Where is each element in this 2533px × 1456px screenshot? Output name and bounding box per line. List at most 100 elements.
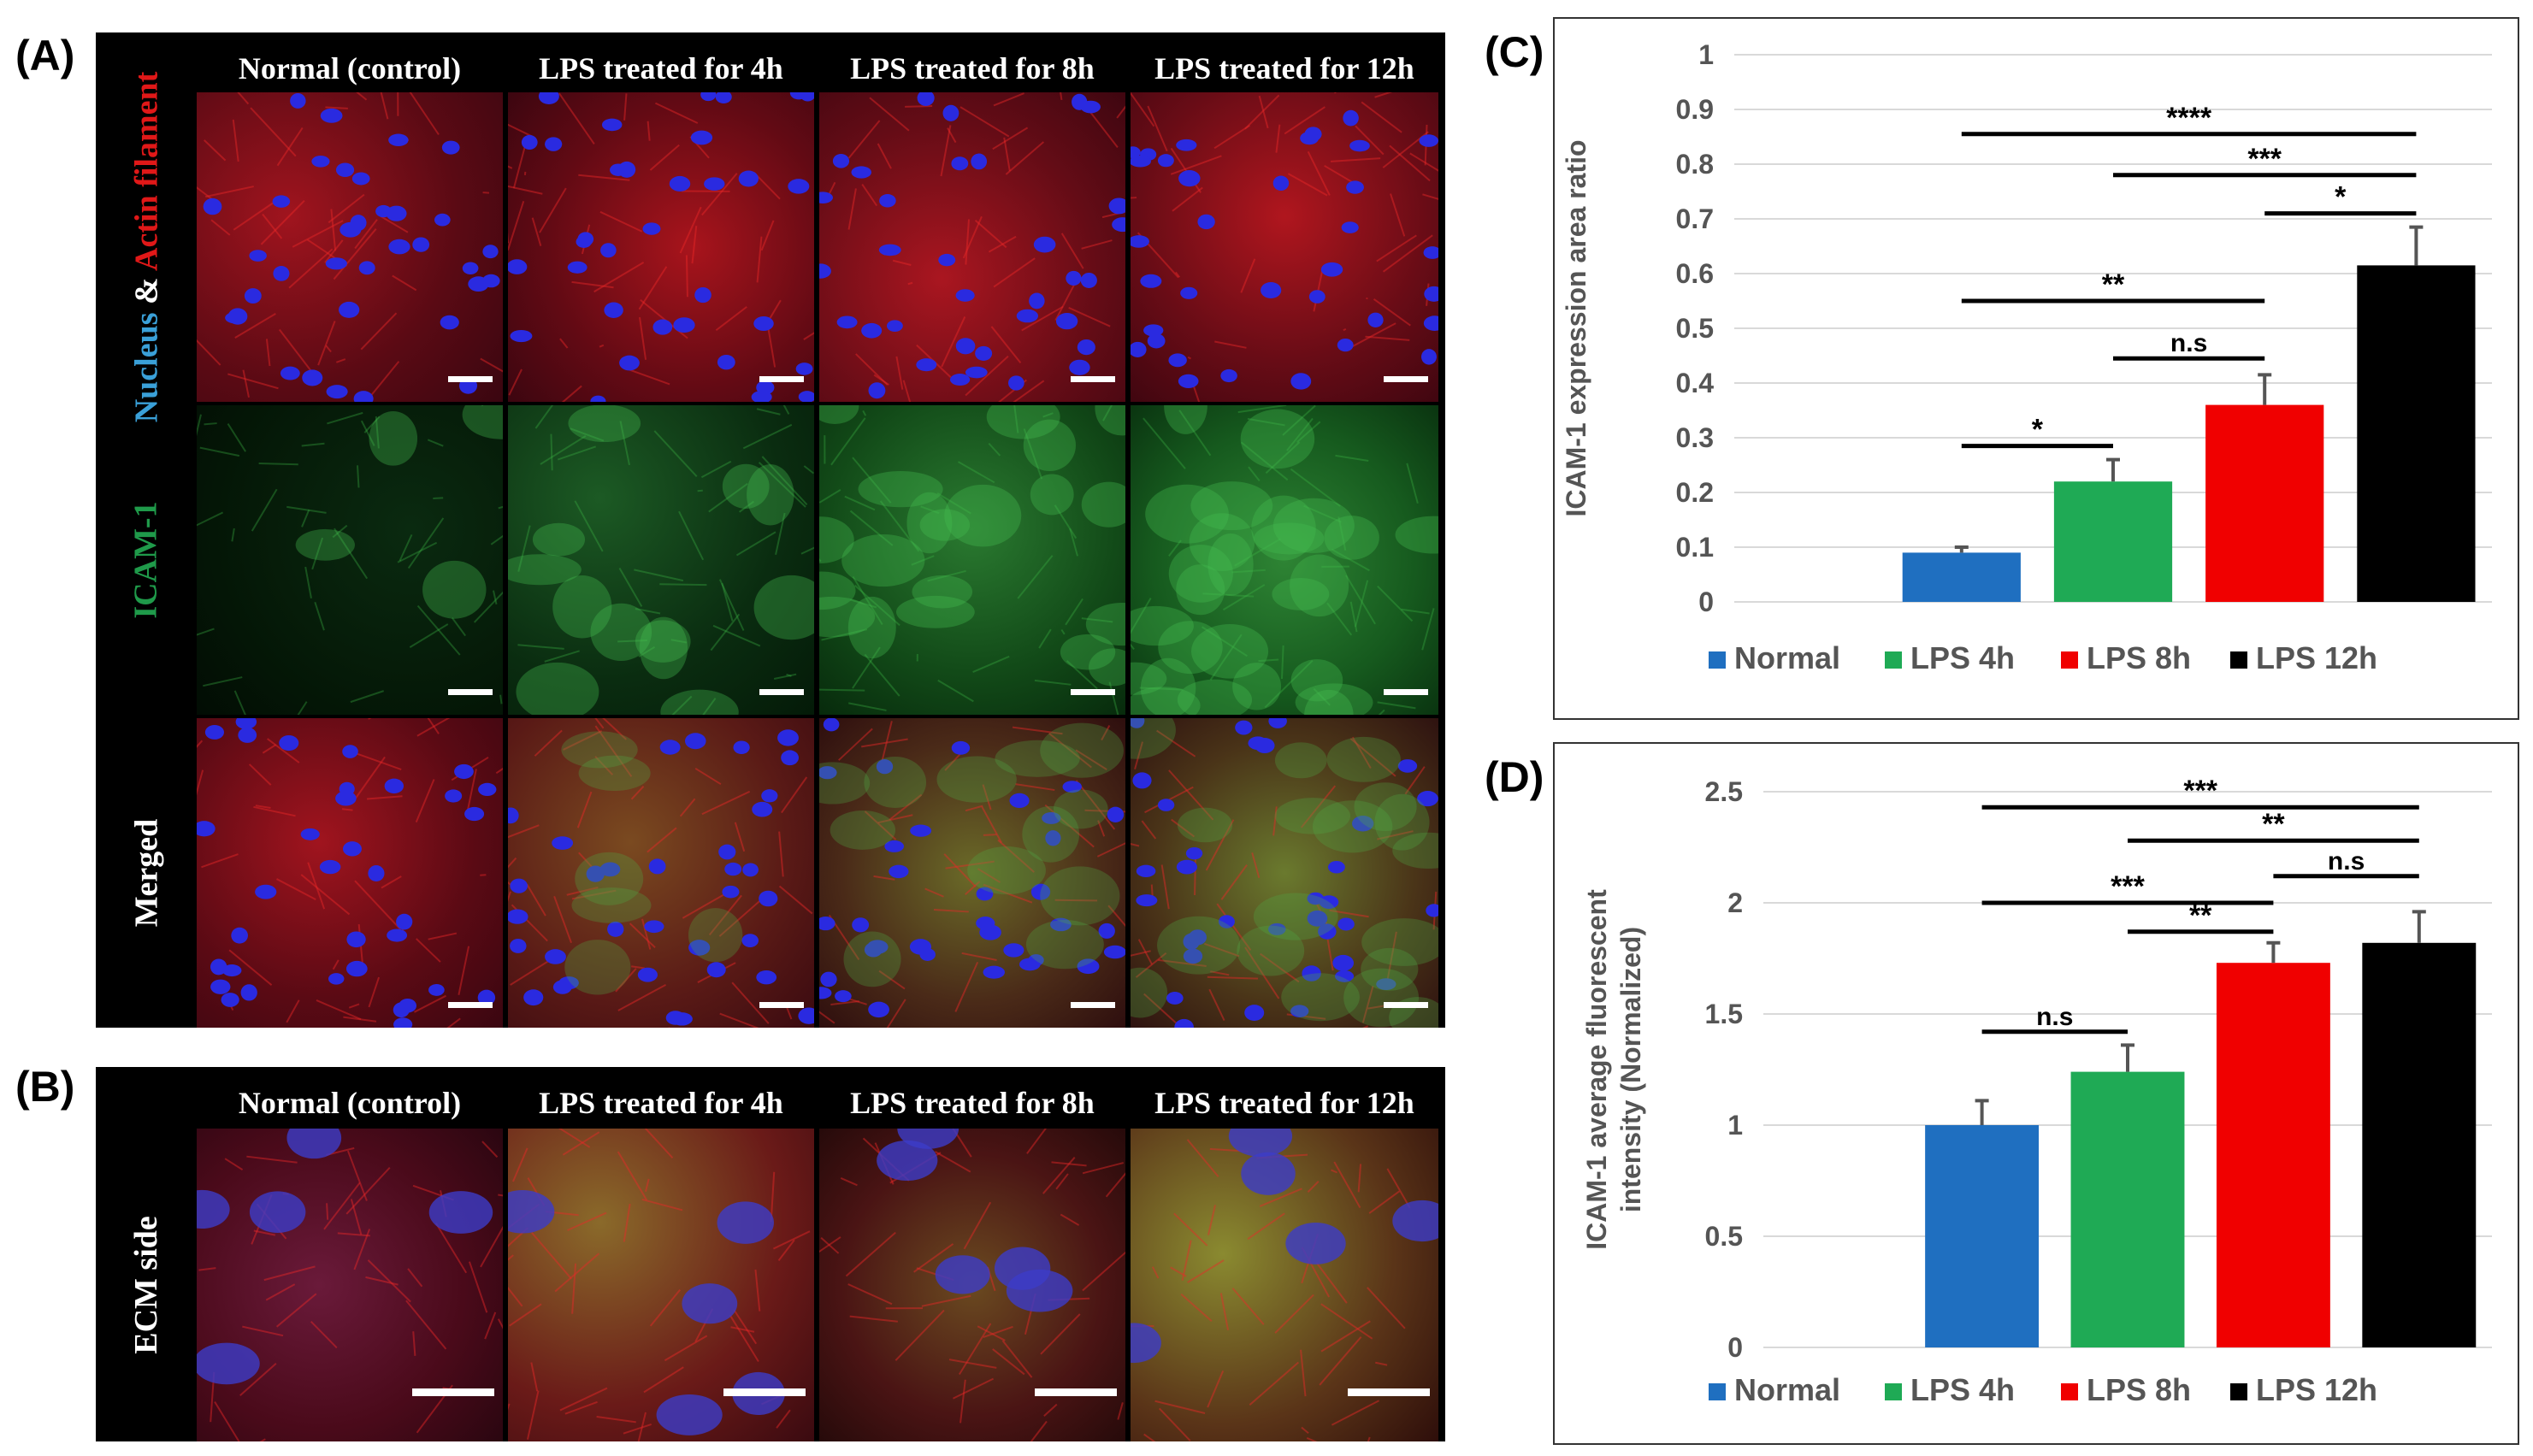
filament-mark	[1367, 1436, 1371, 1441]
filament-mark	[1382, 234, 1433, 273]
filament-mark	[416, 938, 441, 963]
filament-mark	[530, 1362, 539, 1392]
filament-mark	[731, 981, 770, 1024]
filament-mark	[1143, 1433, 1156, 1441]
filament-mark	[952, 1129, 972, 1158]
filament-mark	[694, 767, 722, 786]
filament-mark	[934, 908, 969, 913]
filament-mark	[327, 411, 363, 425]
significance-label: **	[2189, 899, 2212, 932]
nucleus-mark	[700, 92, 717, 102]
filament-mark	[392, 274, 417, 292]
filament-mark	[873, 374, 889, 386]
panel-a-column-header: Normal (control)	[238, 51, 462, 85]
filament-mark	[1386, 1168, 1411, 1209]
filament-mark	[561, 385, 582, 402]
nucleus-mark	[935, 1255, 990, 1294]
icam-cell-mark	[1274, 798, 1351, 834]
nucleus-mark	[342, 841, 362, 857]
micrograph-texture	[508, 1129, 811, 1441]
filament-mark	[1421, 608, 1435, 651]
filament-mark	[1187, 1259, 1225, 1283]
filament-mark	[345, 1167, 391, 1215]
y-tick-label: 0	[1727, 1332, 1743, 1363]
nucleus-mark	[1009, 793, 1030, 809]
filament-mark	[895, 356, 904, 390]
micrograph-tile	[1131, 92, 1438, 402]
panel-d-chart: 0 0.5 1 1.5 2 2.5 ICAM-1 average fluorescent in…	[1553, 742, 2519, 1445]
nucleus-mark	[656, 1394, 723, 1435]
nucleus-mark	[724, 862, 742, 876]
filament-mark	[848, 702, 887, 711]
filament-mark	[777, 1239, 795, 1262]
filament-mark	[1362, 1025, 1369, 1028]
filament-mark	[972, 655, 1010, 674]
nucleus-mark	[1343, 109, 1359, 127]
bar	[2070, 1071, 2185, 1347]
nucleus-mark	[280, 366, 300, 380]
filament-mark	[1251, 852, 1261, 879]
nucleus-mark	[652, 319, 673, 335]
filament-mark	[886, 999, 906, 1028]
filament-mark	[1287, 173, 1328, 197]
icam-cell-mark	[590, 603, 652, 661]
nucleus-mark	[819, 987, 832, 999]
filament-mark	[484, 1312, 497, 1340]
nucleus-mark	[1131, 718, 1145, 728]
filament-mark	[1065, 598, 1083, 626]
filament-mark	[1240, 441, 1289, 481]
filament-mark	[1017, 555, 1054, 599]
nucleus-mark	[1397, 759, 1418, 773]
filament-mark	[1172, 186, 1203, 212]
filament-mark	[877, 814, 913, 824]
filament-mark	[679, 798, 696, 817]
filament-mark	[332, 959, 340, 970]
icam-cell-mark	[508, 554, 582, 586]
filament-mark	[1240, 258, 1256, 293]
filament-mark	[838, 728, 873, 761]
y-tick-label: 0.1	[1676, 532, 1714, 563]
filament-mark	[197, 339, 221, 366]
icam-cell-mark	[1361, 918, 1438, 966]
filament-mark	[416, 718, 451, 737]
filament-mark	[1023, 428, 1043, 480]
significance-label: ***	[2111, 870, 2145, 903]
filament-mark	[1377, 701, 1416, 710]
filament-mark	[1248, 466, 1261, 482]
filament-mark	[1389, 144, 1431, 182]
filament-mark	[1354, 580, 1369, 628]
filament-mark	[350, 1199, 363, 1235]
filament-mark	[1075, 749, 1107, 770]
nucleus-mark	[375, 204, 392, 218]
nucleus-mark	[300, 828, 320, 840]
filament-mark	[845, 1231, 896, 1277]
filament-mark	[1015, 783, 1055, 792]
filament-mark	[571, 280, 614, 289]
scale-bar	[412, 1388, 494, 1396]
icam-cell-mark	[1191, 623, 1269, 679]
icam-cell-mark	[1131, 662, 1167, 695]
filament-mark	[855, 353, 889, 386]
nucleus-mark	[942, 104, 959, 121]
filament-mark	[1060, 628, 1066, 635]
filament-mark	[531, 1232, 572, 1280]
icam-cell-mark	[369, 411, 418, 466]
filament-mark	[348, 1003, 360, 1009]
nucleus-mark	[586, 865, 605, 882]
filament-mark	[1334, 92, 1337, 94]
icam-cell-mark	[895, 595, 975, 628]
filament-mark	[1105, 1172, 1125, 1198]
filament-mark	[881, 721, 893, 762]
filament-mark	[1357, 1164, 1362, 1193]
ecm-side-label: ECM side	[128, 1216, 164, 1354]
nucleus-mark	[1268, 718, 1287, 728]
filament-mark	[599, 344, 605, 348]
nucleus-mark	[440, 315, 459, 330]
filament-mark	[316, 999, 362, 1021]
filament-mark	[370, 361, 400, 397]
filament-mark	[508, 201, 525, 251]
filament-mark	[1333, 1161, 1361, 1209]
nucleus-mark	[508, 259, 528, 274]
filament-mark	[1116, 105, 1125, 119]
nucleus-mark	[684, 733, 706, 750]
